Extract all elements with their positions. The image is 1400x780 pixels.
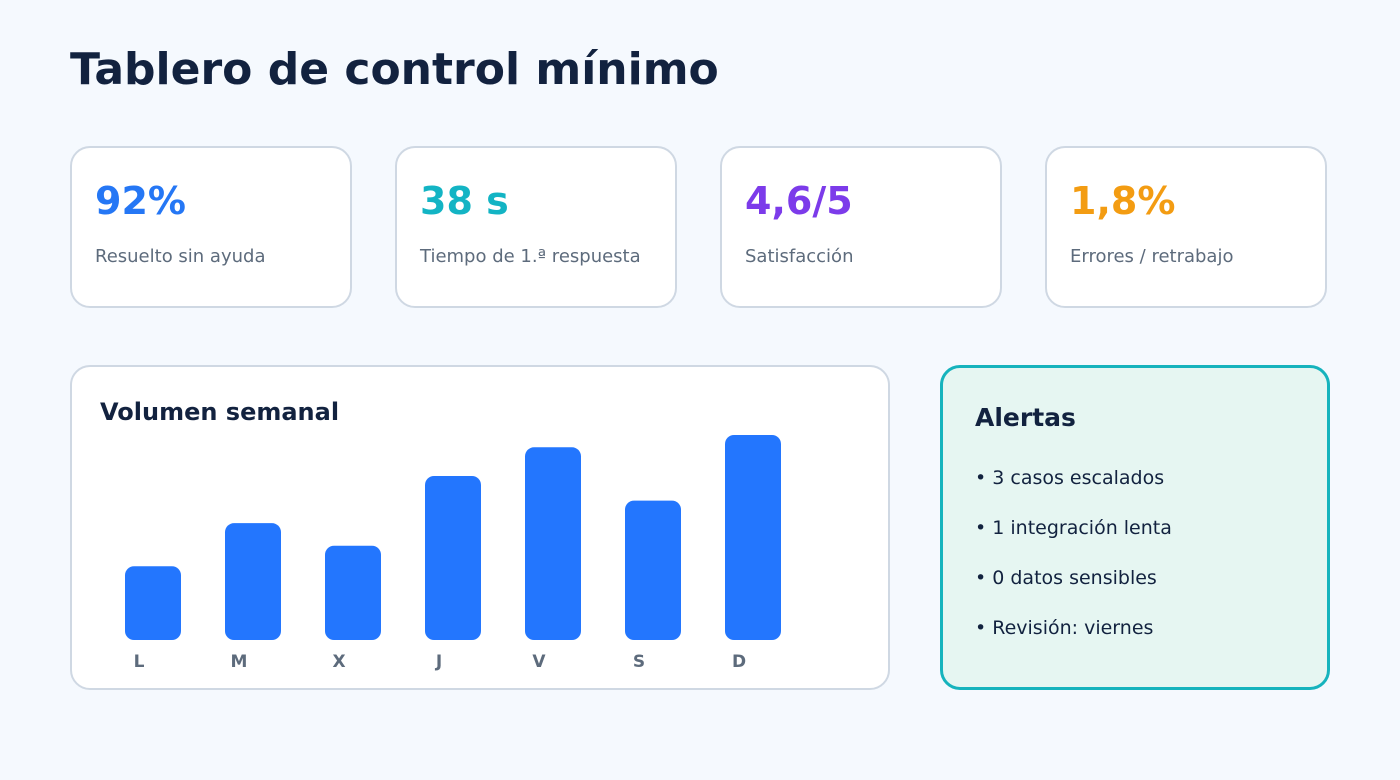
bar-L: [125, 566, 181, 640]
alert-item: • 3 casos escalados: [975, 467, 1165, 489]
x-tick-label: S: [633, 652, 645, 672]
page-title: Tablero de control mínimo: [70, 44, 719, 95]
bar-S: [625, 500, 681, 640]
x-tick-label: V: [532, 652, 546, 672]
kpi-value: 4,6/5: [745, 179, 853, 223]
kpi-label: Satisfacción: [745, 246, 854, 267]
x-tick-label: X: [332, 652, 345, 672]
kpi-card-satisfaction: 4,6/5 Satisfacción: [720, 146, 1002, 308]
alerts-list: • 3 casos escalados • 1 integración lent…: [975, 466, 1172, 666]
bar-M: [225, 523, 281, 640]
bar-V: [525, 447, 581, 640]
weekly-volume-card: Volumen semanal L M X J V S D: [70, 365, 890, 690]
kpi-card-resolved: 92% Resuelto sin ayuda: [70, 146, 352, 308]
x-tick-label: L: [134, 652, 145, 672]
alert-item: • 0 datos sensibles: [975, 567, 1157, 589]
x-tick-label: J: [435, 652, 442, 672]
alert-item: • Revisión: viernes: [975, 617, 1154, 639]
kpi-label: Tiempo de 1.ª respuesta: [420, 246, 641, 267]
x-tick-label: M: [231, 652, 248, 672]
kpi-card-response-time: 38 s Tiempo de 1.ª respuesta: [395, 146, 677, 308]
kpi-value: 1,8%: [1070, 179, 1176, 223]
kpi-label: Errores / retrabajo: [1070, 246, 1234, 267]
kpi-value: 38 s: [420, 179, 509, 223]
alerts-card: Alertas • 3 casos escalados • 1 integrac…: [940, 365, 1330, 690]
alerts-title: Alertas: [975, 403, 1076, 432]
bar-X: [325, 545, 381, 640]
kpi-card-errors: 1,8% Errores / retrabajo: [1045, 146, 1327, 308]
bar-J: [425, 476, 481, 640]
bar-D: [725, 435, 781, 640]
chart-title: Volumen semanal: [100, 398, 340, 426]
kpi-value: 92%: [95, 179, 186, 223]
x-tick-label: D: [732, 652, 746, 672]
alert-item: • 1 integración lenta: [975, 517, 1172, 539]
kpi-label: Resuelto sin ayuda: [95, 246, 266, 267]
